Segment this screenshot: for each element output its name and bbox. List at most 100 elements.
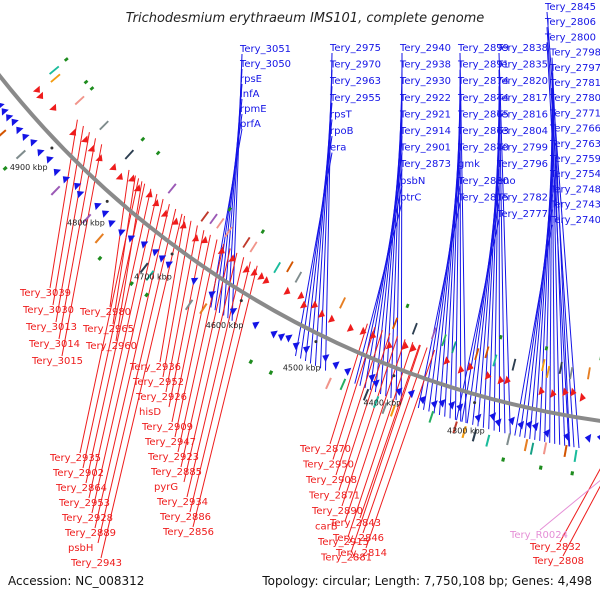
category-tile — [545, 365, 551, 378]
forward-gene-mark — [419, 395, 427, 405]
reverse-leader-line — [362, 347, 428, 534]
forward-leader-line — [433, 152, 461, 414]
forward-gene-label: Tery_2970 — [329, 60, 381, 71]
reverse-gene-label: Tery_2926 — [135, 392, 187, 403]
reverse-gene-mark — [160, 209, 168, 217]
category-tile — [94, 233, 104, 244]
reverse-gene-mark — [283, 286, 291, 295]
forward-leader-line — [551, 103, 556, 444]
reverse-gene-label: Tery_2832 — [529, 542, 581, 553]
category-tile — [511, 358, 517, 371]
reverse-gene-mark — [467, 362, 474, 371]
category-tile — [74, 95, 85, 106]
reverse-gene-mark — [228, 254, 236, 262]
forward-gene-label: Tery_2817 — [496, 93, 548, 104]
forward-gene-label: Tery_3051 — [239, 44, 291, 55]
forward-gene-label: Tery_2863 — [457, 126, 509, 137]
forward-leader-line — [498, 86, 500, 432]
forward-gene-mark — [270, 330, 278, 339]
forward-gene-label: Tery_2804 — [496, 126, 548, 137]
reverse-gene-mark — [95, 154, 103, 162]
forward-gene-mark — [525, 420, 533, 430]
reverse-gene-label: Tery_2943 — [70, 558, 122, 569]
reverse-leader-line — [180, 248, 231, 468]
reverse-gene-label: Tery_2856 — [162, 527, 214, 538]
reverse-gene-label: Tery_2915 — [317, 537, 369, 548]
reverse-gene-label: pyrG — [154, 482, 178, 493]
reverse-gene-label: Tery_2965 — [82, 324, 134, 335]
forward-gene-label: Tery_2796 — [496, 159, 548, 170]
category-tile — [428, 410, 435, 423]
category-tile — [200, 211, 210, 222]
genome-summary: Topology: circular; Length: 7,750,108 bp… — [261, 574, 592, 588]
forward-gene-label: psbN — [400, 176, 425, 187]
forward-leader-line — [428, 169, 461, 412]
category-tile — [484, 346, 490, 359]
category-tile — [242, 236, 251, 248]
forward-gene-label: era — [330, 143, 346, 154]
forward-gene-mark — [102, 210, 110, 218]
forward-gene-label: Tery_2743 — [549, 200, 600, 211]
forward-leader-line — [223, 83, 243, 316]
marker-tile — [405, 303, 410, 309]
reverse-gene-mark — [504, 375, 511, 385]
reverse-leader-line — [192, 265, 258, 528]
reverse-gene-label: Tery_2864 — [55, 483, 107, 494]
reverse-leader-line — [52, 125, 84, 306]
forward-leader-line — [551, 87, 561, 445]
category-tile — [0, 129, 7, 137]
marker-tile — [570, 471, 575, 476]
reverse-leader-line — [168, 230, 205, 408]
reverse-gene-mark — [242, 265, 250, 273]
forward-gene-label: Tery_2845 — [544, 2, 596, 13]
reverse-leader-line — [97, 208, 177, 544]
forward-gene-label: Tery_2975 — [329, 43, 381, 54]
forward-leader-line — [466, 185, 500, 424]
reverse-gene-label: Tery_2935 — [49, 453, 101, 464]
category-tile — [485, 434, 491, 447]
tick-mark — [105, 199, 109, 203]
forward-leader-line — [459, 52, 467, 424]
forward-leader-line — [374, 135, 403, 393]
forward-leader-line — [529, 179, 553, 439]
forward-gene-label: gmk — [458, 159, 480, 170]
marker-tile — [140, 136, 146, 142]
category-tile — [506, 433, 511, 446]
forward-gene-label: Tery_2759 — [549, 154, 600, 165]
category-tile — [569, 367, 574, 380]
forward-gene-label: Tery_2798 — [549, 48, 600, 59]
marker-tile — [83, 79, 89, 85]
reverse-leader-line — [365, 349, 436, 549]
reverse-gene-mark — [310, 300, 318, 309]
reverse-gene-mark — [299, 300, 307, 309]
forward-gene-mark — [368, 373, 376, 383]
reverse-gene-label: Tery_2871 — [308, 491, 360, 502]
reverse-gene-mark — [145, 190, 153, 198]
reverse-gene-mark — [87, 144, 95, 152]
category-tile — [452, 421, 458, 434]
reverse-gene-mark — [359, 326, 367, 335]
forward-leader-line — [300, 135, 333, 359]
forward-gene-label: Tery_2865 — [457, 109, 509, 120]
reverse-gene-label: Tery_2886 — [159, 512, 211, 523]
category-tile — [216, 217, 225, 229]
marker-tile — [144, 292, 150, 298]
category-tile — [573, 449, 578, 462]
reverse-gene-label: Tery_2923 — [147, 452, 199, 463]
reverse-leader-line — [559, 468, 600, 543]
reverse-gene-label: Tery_2934 — [156, 497, 208, 508]
category-tile — [15, 149, 26, 160]
reverse-gene-label: Tery_2960 — [85, 341, 137, 352]
category-tile — [199, 303, 208, 315]
reverse-gene-mark — [385, 341, 393, 350]
category-tile — [381, 402, 388, 415]
reverse-gene-label: Tery_2950 — [302, 460, 354, 471]
forward-gene-label: Tery_2820 — [496, 76, 548, 87]
forward-gene-label: Tery_2815 — [457, 192, 509, 203]
reverse-gene-mark — [538, 386, 545, 396]
reverse-gene-label: Tery_2952 — [132, 377, 184, 388]
tick-label: 4700 kbp — [134, 273, 172, 282]
reverse-gene-mark — [191, 234, 199, 242]
forward-leader-line — [380, 119, 403, 395]
